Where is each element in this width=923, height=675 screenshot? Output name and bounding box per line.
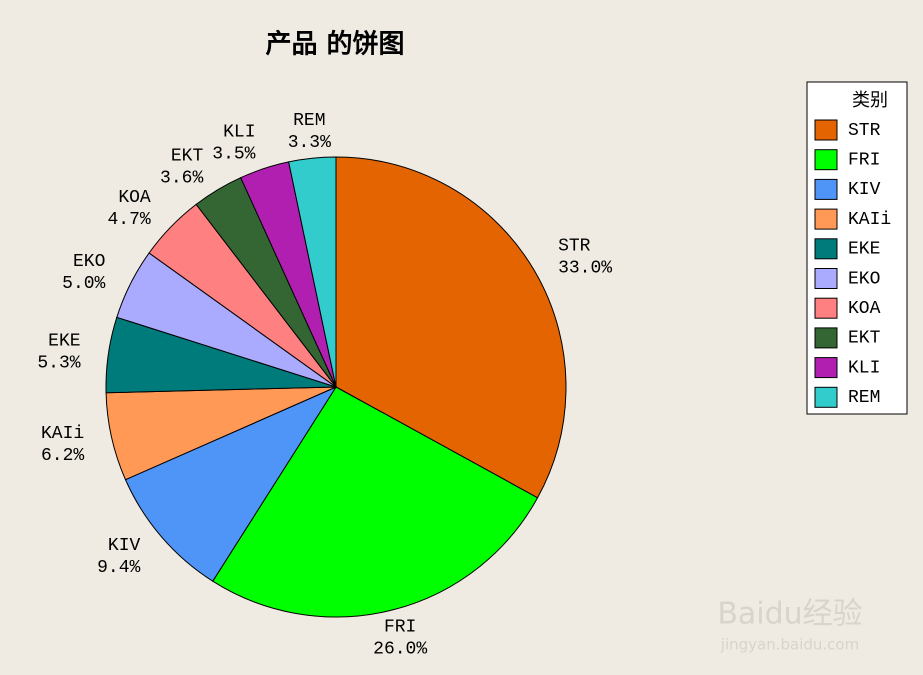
slice-value-label: 3.5% bbox=[212, 145, 255, 165]
legend-label: EKO bbox=[848, 269, 880, 289]
legend-label: KLI bbox=[848, 358, 880, 378]
legend-label: REM bbox=[848, 388, 880, 408]
legend-swatch bbox=[814, 149, 838, 171]
legend-swatch bbox=[814, 327, 838, 349]
slice-value-label: 5.3% bbox=[37, 353, 80, 373]
legend-label: KAIi bbox=[848, 210, 891, 230]
slice-value-label: 3.6% bbox=[160, 169, 203, 189]
legend-swatch bbox=[814, 178, 838, 200]
pie-slice bbox=[335, 156, 567, 499]
legend-title: 类别 bbox=[852, 90, 888, 111]
watermark-url: jingyan.baidu.com bbox=[720, 636, 859, 654]
slice-label: KOA bbox=[118, 188, 151, 208]
slice-value-label: 9.4% bbox=[97, 558, 140, 578]
legend-swatch bbox=[814, 119, 838, 141]
pie-slice bbox=[124, 385, 338, 582]
pie-slice bbox=[212, 386, 539, 618]
legend-swatch bbox=[814, 386, 838, 408]
slice-label: EKT bbox=[171, 147, 204, 167]
slice-value-label: 33.0% bbox=[558, 258, 612, 278]
slice-value-label: 3.3% bbox=[288, 133, 331, 153]
legend-swatch bbox=[814, 297, 838, 319]
slice-label: KAIi bbox=[41, 424, 84, 444]
legend-label: STR bbox=[848, 121, 881, 141]
slice-label: KLI bbox=[223, 123, 255, 143]
slice-value-label: 6.2% bbox=[41, 446, 84, 466]
slice-label: EKO bbox=[73, 252, 105, 272]
legend-label: EKE bbox=[848, 240, 880, 260]
slice-value-label: 4.7% bbox=[108, 210, 151, 230]
watermark-brand: Baidu经验 bbox=[717, 597, 862, 632]
slice-value-label: 5.0% bbox=[62, 274, 105, 294]
slice-value-label: 26.0% bbox=[373, 640, 427, 660]
legend-swatch bbox=[814, 268, 838, 289]
legend-label: KIV bbox=[848, 180, 881, 200]
legend-swatch bbox=[814, 208, 838, 230]
legend-swatch bbox=[814, 357, 838, 379]
slice-label: EKE bbox=[48, 331, 80, 351]
legend-label: EKT bbox=[848, 329, 881, 349]
slice-label: FRI bbox=[384, 618, 416, 638]
slice-label: KIV bbox=[108, 536, 141, 556]
legend-swatch bbox=[814, 238, 838, 260]
legend-label: FRI bbox=[848, 150, 880, 170]
slice-label: STR bbox=[558, 236, 591, 256]
slice-label: REM bbox=[293, 111, 325, 131]
pie-slice bbox=[288, 156, 337, 388]
legend-label: KOA bbox=[848, 299, 881, 319]
chart-title: 产品 的饼图 bbox=[265, 29, 404, 60]
